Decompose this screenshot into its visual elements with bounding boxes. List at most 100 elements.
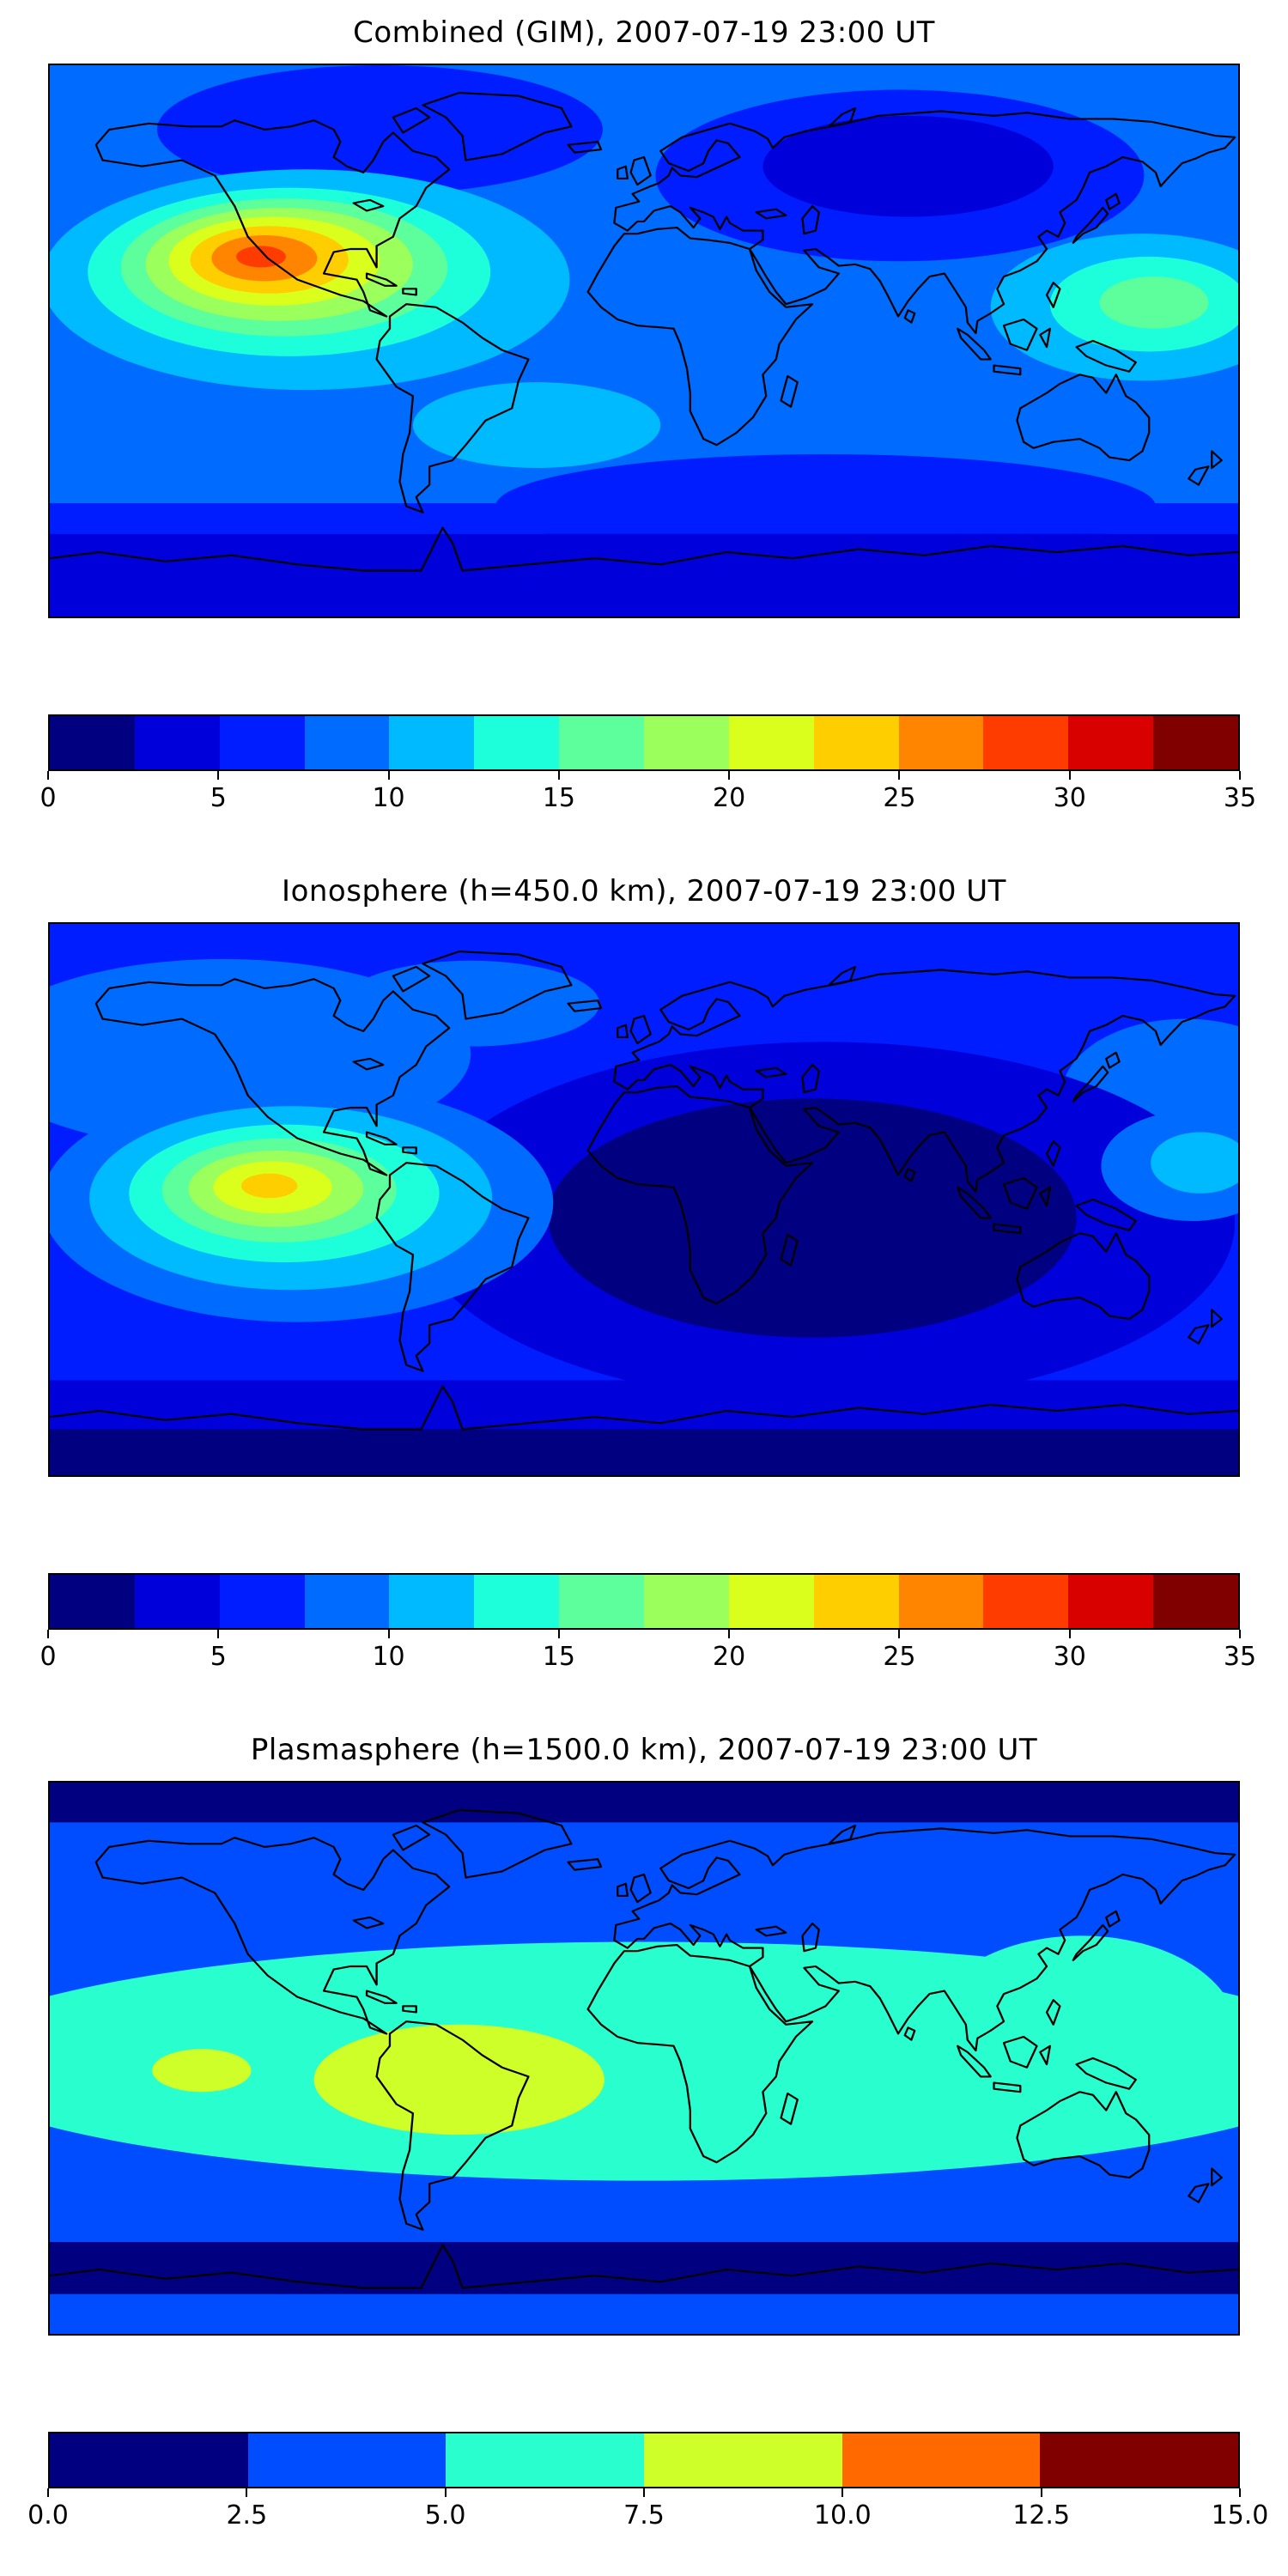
colorbar-segment (474, 716, 560, 769)
colorbar-tick (1040, 2488, 1042, 2497)
colorbar-tick-label: 30 (1053, 1642, 1086, 1672)
colorbar-segment (813, 716, 899, 769)
colorbar-segment (389, 1575, 475, 1628)
colorbar-tick-label: 10 (372, 783, 405, 813)
colorbar-tick-label: 25 (883, 783, 916, 813)
colorbar-segment (389, 716, 475, 769)
colorbar-tick (246, 2488, 248, 2497)
panel-ionosphere: Ionosphere (h=450.0 km), 2007-07-19 23:0… (39, 859, 1256, 1685)
colorbar-tick (217, 1630, 220, 1638)
colorbar-tick-label: 5 (210, 783, 227, 813)
colorbar-tick (47, 2488, 49, 2497)
colorbar-segment (1153, 1575, 1239, 1628)
colorbar-segment (644, 1575, 729, 1628)
panel-title-combined: Combined (GIM), 2007-07-19 23:00 UT (353, 15, 935, 50)
colorbar-segment (559, 1575, 645, 1628)
colorbar-tick-label: 12.5 (1012, 2500, 1071, 2530)
colorbar-tick-label: 35 (1223, 1642, 1257, 1672)
colorbar-segment (304, 1575, 390, 1628)
colorbar-tick-label: 2.5 (226, 2500, 268, 2530)
colorbar-tick (728, 771, 731, 780)
colorbar-tick-label: 20 (713, 783, 746, 813)
colorbar-segment (983, 1575, 1069, 1628)
colorbar-segment (134, 716, 220, 769)
colorbar-segment (813, 1575, 899, 1628)
colorbar-tick-label: 10 (372, 1642, 405, 1672)
colorbar-axis-plasmasphere: 0.0 2.5 5.0 7.5 10.0 12.5 15.0 (27, 2488, 1268, 2543)
contour-field (50, 65, 1238, 617)
colorbar-segment (1153, 716, 1239, 769)
colorbar-segment (644, 2433, 842, 2487)
colorbar-segment (304, 716, 390, 769)
map-combined (48, 64, 1240, 618)
colorbar-tick (387, 1630, 390, 1638)
panel-plasmasphere: Plasmasphere (h=1500.0 km), 2007-07-19 2… (27, 1717, 1268, 2543)
colorbar-tick-label: 15 (542, 1642, 575, 1672)
colorbar-segment (50, 2433, 248, 2487)
colorbar-tick-label: 20 (713, 1642, 746, 1672)
colorbar-segment (219, 716, 305, 769)
colorbar-tick (898, 771, 901, 780)
colorbar-tick (1239, 1630, 1241, 1638)
colorbar-axis-ionosphere: 0 5 10 15 20 25 30 35 (39, 1630, 1256, 1685)
colorbar-tick (841, 2488, 844, 2497)
colorbar-tick-label: 30 (1053, 783, 1086, 813)
colorbar-tick (217, 771, 220, 780)
colorbar-tick-label: 5.0 (424, 2500, 466, 2530)
colorbar-tick-label: 0 (39, 783, 57, 813)
colorbar-axis-combined: 0 5 10 15 20 25 30 35 (39, 771, 1256, 826)
colorbar-segment (474, 1575, 560, 1628)
colorbar-segment (1068, 1575, 1154, 1628)
colorbar-segment (644, 716, 729, 769)
colorbar-tick (444, 2488, 447, 2497)
colorbar-segment (728, 1575, 814, 1628)
panel-title-ionosphere: Ionosphere (h=450.0 km), 2007-07-19 23:0… (282, 874, 1006, 908)
map-ionosphere (48, 922, 1240, 1477)
colorbar-segment (898, 1575, 984, 1628)
panel-combined: Combined (GIM), 2007-07-19 23:00 UT (39, 0, 1256, 826)
colorbar-segment (983, 716, 1069, 769)
map-plasmasphere (48, 1781, 1240, 2336)
colorbar-tick (1239, 2488, 1241, 2497)
map-ionosphere-svg (50, 924, 1238, 1475)
colorbar-tick (1068, 1630, 1071, 1638)
colorbar-segment (1040, 2433, 1239, 2487)
map-combined-svg (50, 65, 1238, 617)
colorbar-segment (134, 1575, 220, 1628)
colorbar-plasmasphere (48, 2432, 1240, 2488)
colorbar-tick-label: 0 (39, 1642, 57, 1672)
colorbar-tick (387, 771, 390, 780)
colorbar-segment (898, 716, 984, 769)
colorbar-tick (1068, 771, 1071, 780)
colorbar-tick-label: 10.0 (813, 2500, 872, 2530)
colorbar-tick (898, 1630, 901, 1638)
colorbar-tick-label: 7.5 (623, 2500, 665, 2530)
colorbar-tick (1239, 771, 1241, 780)
colorbar-tick (728, 1630, 731, 1638)
colorbar-tick (643, 2488, 645, 2497)
panel-title-plasmasphere: Plasmasphere (h=1500.0 km), 2007-07-19 2… (250, 1733, 1038, 1767)
map-plasmasphere-svg (50, 1783, 1238, 2334)
colorbar-segment (50, 716, 135, 769)
colorbar-tick-label: 15 (542, 783, 575, 813)
contour-field (50, 924, 1238, 1475)
colorbar-tick-label: 5 (210, 1642, 227, 1672)
colorbar-tick-label: 35 (1223, 783, 1257, 813)
colorbar-tick-label: 15.0 (1211, 2500, 1269, 2530)
colorbar-segment (1068, 716, 1154, 769)
colorbar-segment (50, 1575, 135, 1628)
colorbar-segment (446, 2433, 645, 2487)
colorbar-segment (728, 716, 814, 769)
colorbar-combined (48, 714, 1240, 771)
colorbar-tick (557, 1630, 560, 1638)
colorbar-tick (557, 771, 560, 780)
colorbar-tick (47, 1630, 49, 1638)
colorbar-tick (47, 771, 49, 780)
colorbar-tick-label: 25 (883, 1642, 916, 1672)
colorbar-segment (559, 716, 645, 769)
colorbar-segment (841, 2433, 1041, 2487)
contour-field (50, 1783, 1238, 2334)
colorbar-tick-label: 0.0 (27, 2500, 69, 2530)
colorbar-ionosphere (48, 1573, 1240, 1630)
